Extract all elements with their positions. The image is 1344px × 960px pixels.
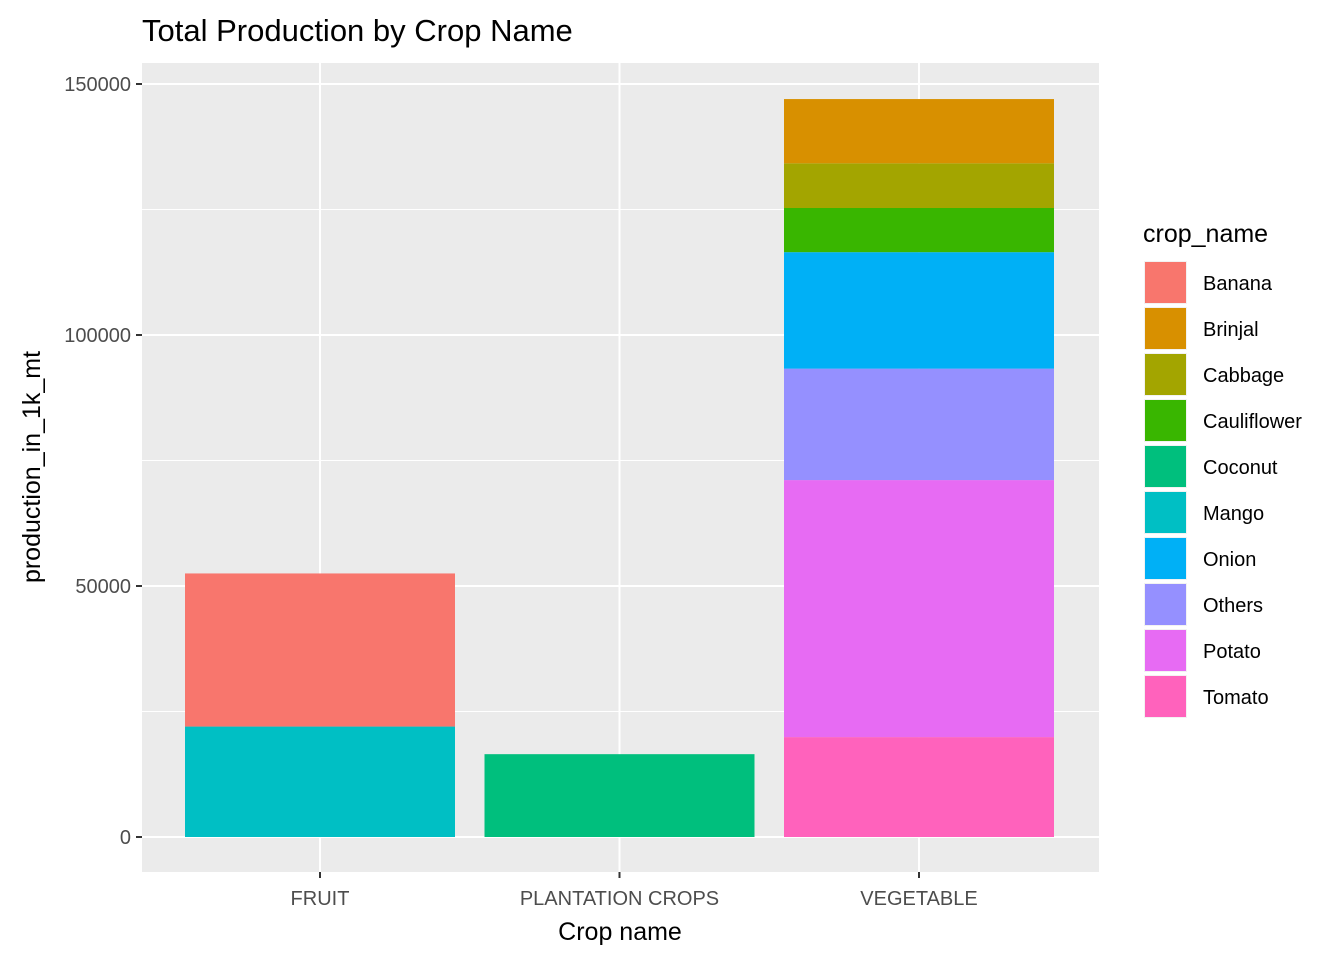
bar-vegetable-onion xyxy=(784,252,1054,369)
x-axis-title: Crop name xyxy=(558,918,682,946)
x-tick-label: PLANTATION CROPS xyxy=(520,888,719,910)
legend-swatch-potato xyxy=(1145,630,1186,671)
legend-title: crop_name xyxy=(1143,220,1268,248)
legend: crop_name Banana Brinjal Cabbage Cauliflowe… xyxy=(1143,220,1302,718)
legend-label-banana: Banana xyxy=(1203,273,1273,295)
y-tick-label: 50000 xyxy=(75,576,131,598)
legend-label-coconut: Coconut xyxy=(1203,457,1278,479)
legend-label-brinjal: Brinjal xyxy=(1203,319,1259,341)
legend-swatch-cabbage xyxy=(1145,354,1186,395)
chart-title: Total Production by Crop Name xyxy=(142,13,573,48)
y-axis-title: production_in_1k_mt xyxy=(18,351,46,583)
legend-swatch-mango xyxy=(1145,492,1186,533)
bar-vegetable-tomato xyxy=(784,737,1054,837)
y-tick-label: 0 xyxy=(120,827,131,849)
y-tick-label: 150000 xyxy=(64,74,131,96)
bar-vegetable-potato xyxy=(784,480,1054,738)
x-axis: FRUIT PLANTATION CROPS VEGETABLE xyxy=(291,872,978,910)
bar-vegetable-brinjal xyxy=(784,99,1054,164)
legend-swatch-coconut xyxy=(1145,446,1186,487)
legend-swatch-banana xyxy=(1145,262,1186,303)
x-tick-label: FRUIT xyxy=(291,888,350,910)
y-tick-label: 100000 xyxy=(64,325,131,347)
legend-label-mango: Mango xyxy=(1203,503,1264,525)
bar-fruit-mango xyxy=(185,726,455,837)
y-axis: 0 50000 100000 150000 xyxy=(64,74,142,849)
bars xyxy=(185,99,1054,837)
legend-label-cabbage: Cabbage xyxy=(1203,365,1284,387)
legend-label-potato: Potato xyxy=(1203,641,1261,663)
bar-fruit-banana xyxy=(185,573,455,727)
bar-vegetable-others xyxy=(784,368,1054,481)
legend-label-tomato: Tomato xyxy=(1203,687,1269,709)
legend-swatch-tomato xyxy=(1145,676,1186,717)
legend-label-cauliflower: Cauliflower xyxy=(1203,411,1302,433)
legend-label-onion: Onion xyxy=(1203,549,1256,571)
x-tick-label: VEGETABLE xyxy=(860,888,977,910)
legend-swatch-others xyxy=(1145,584,1186,625)
bar-vegetable-cabbage xyxy=(784,163,1054,208)
legend-swatch-onion xyxy=(1145,538,1186,579)
legend-label-others: Others xyxy=(1203,595,1263,617)
bar-plantation-crops-coconut xyxy=(484,754,755,837)
bar-vegetable-cauliflower xyxy=(784,207,1054,253)
legend-swatch-brinjal xyxy=(1145,308,1186,349)
legend-swatch-cauliflower xyxy=(1145,400,1186,441)
